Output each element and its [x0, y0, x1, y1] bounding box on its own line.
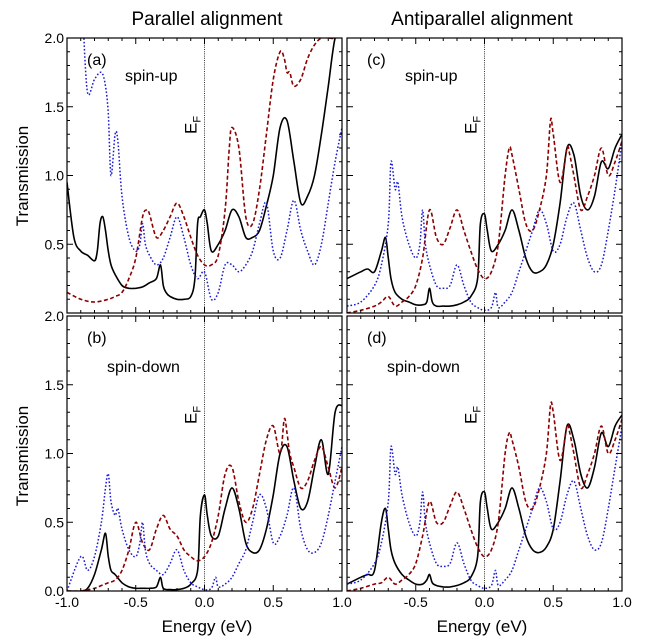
series-line-red-a	[67, 38, 337, 303]
series-line-red-c	[347, 117, 622, 313]
series-line-blue-c	[347, 140, 622, 312]
panel-label-a: (a)	[87, 52, 107, 69]
spin-label-d: spin-down	[387, 359, 460, 376]
y-axis-label-top: Transmission	[13, 126, 32, 226]
panel-d: -0.5 0.0 0.5 1.0 (d)spin-down EF	[346, 315, 632, 610]
spin-label-a: spin-up	[125, 68, 178, 85]
fermi-label-b: EF	[182, 406, 204, 424]
column-title-parallel: Parallel alignment	[131, 9, 283, 30]
y-tick-label-b: 2.0	[45, 308, 65, 324]
x-tick-label-b: -1.0	[55, 594, 79, 610]
series-line-solid-c	[347, 133, 622, 308]
spin-label-c: spin-up	[405, 68, 458, 85]
y-tick-label-a: 1.0	[45, 168, 65, 184]
x-tick-label-b: 0.0	[195, 594, 215, 610]
x-axis-label-right: Energy (eV)	[437, 617, 528, 636]
y-tick-label-b: 0.0	[45, 583, 65, 599]
x-tick-label-d: 1.0	[612, 594, 632, 610]
y-tick-label-a: 1.5	[45, 99, 65, 115]
spin-label-b: spin-down	[107, 359, 180, 376]
panel-label-d: (d)	[367, 330, 387, 347]
y-tick-label-a: 2.0	[45, 30, 65, 46]
panel-label-c: (c)	[367, 52, 386, 69]
series-group-c	[347, 117, 622, 313]
series-line-red-b	[67, 417, 342, 591]
series-group-d	[347, 401, 622, 591]
x-tick-label-b: 0.5	[264, 594, 284, 610]
series-line-blue-b	[67, 446, 342, 591]
x-tick-label-d: -0.5	[404, 594, 428, 610]
fermi-label-d: EF	[462, 406, 484, 424]
y-tick-label-a: 0.5	[45, 236, 65, 252]
fermi-label-a: EF	[182, 116, 204, 134]
panel-c: (c) spin-up EF	[346, 37, 623, 314]
panel-b: 0.0 0.5 1.0 1.5 2.0 -1.0 -0.5 0.0 0.5 1.0 (b)spin-…	[45, 308, 352, 610]
x-tick-label-d: 0.0	[475, 594, 495, 610]
column-title-antiparallel: Antiparallel alignment	[391, 9, 573, 30]
fermi-label-c: EF	[462, 116, 484, 134]
series-line-solid-d	[347, 414, 622, 588]
series-line-solid-b	[67, 404, 342, 591]
x-tick-label-b: -0.5	[124, 594, 148, 610]
series-line-blue-a	[83, 38, 342, 302]
panel-label-b: (b)	[87, 330, 107, 347]
x-tick-label-d: 0.5	[544, 594, 564, 610]
y-tick-label-b: 1.5	[45, 377, 65, 393]
x-axis-label-left: Energy (eV)	[162, 617, 253, 636]
y-axis-label-bottom: Transmission	[13, 406, 32, 506]
series-line-solid-a	[67, 38, 336, 301]
x-tick-label-b: 1.0	[332, 594, 352, 610]
y-tick-label-b: 1.0	[45, 446, 65, 462]
y-tick-label-b: 0.5	[45, 514, 65, 530]
panel-a: 0.5 1.0 1.5 2.0 (a) spin-up EF	[45, 30, 343, 314]
series-group-b	[67, 404, 342, 591]
series-group-a	[67, 38, 342, 303]
